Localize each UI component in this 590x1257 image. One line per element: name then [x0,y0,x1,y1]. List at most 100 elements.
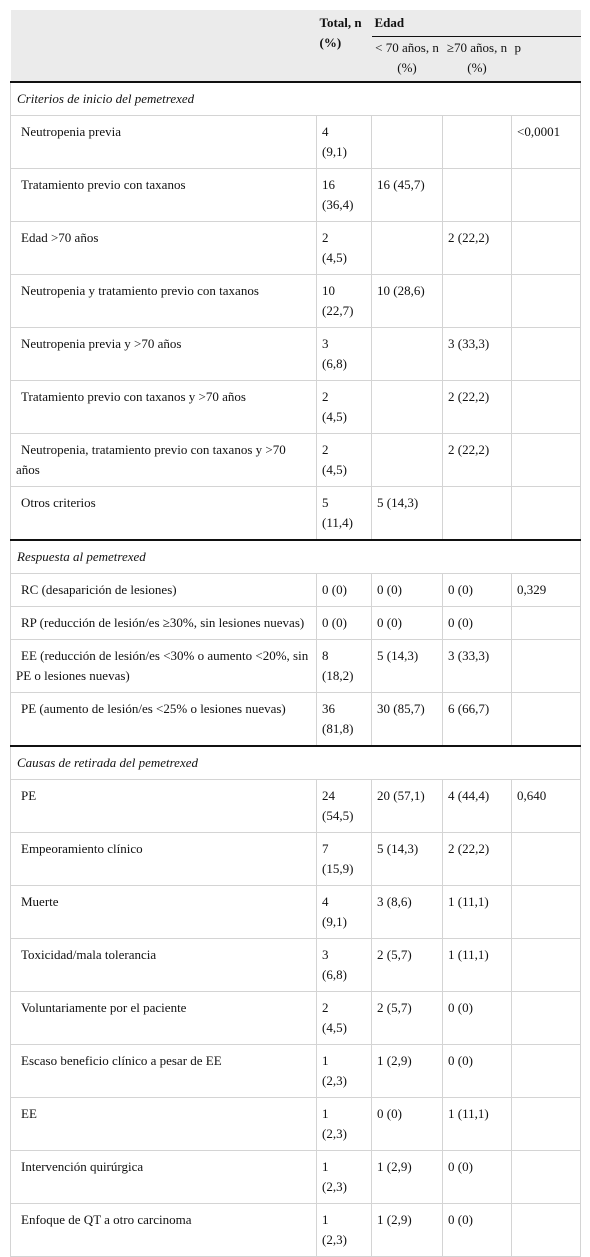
p-cell [510,885,582,939]
data-row: Tratamiento previo con taxanos 16 (36,4) 1… [10,168,582,222]
row-label: Tratamiento previo con taxanos y >70 año… [10,380,317,434]
total-cell: 2 (4,5) [316,221,372,275]
p-cell [510,1150,582,1204]
total-cell: 2 (4,5) [316,380,372,434]
data-row: Otros criterios 5 (11,4) 5 (14,3) [10,486,582,541]
total-cell: 1 (2,3) [316,1203,372,1257]
lt70-cell [371,327,443,381]
data-row: EE 1 (2,3) 0 (0) 1 (11,1) [10,1097,582,1151]
lt70-cell: 1 (2,9) [371,1203,443,1257]
row-label: Empeoramiento clínico [10,832,317,886]
total-cell: 8 (18,2) [316,639,372,693]
row-label: Neutropenia previa y >70 años [10,327,317,381]
row-label: PE (aumento de lesión/es <25% o lesiones… [10,692,317,747]
data-row: Neutropenia previa 4 (9,1) <0,0001 [10,115,582,169]
header-total: Total, n (%) [316,10,372,83]
data-row: Enfoque de QT a otro carcinoma 1 (2,3) 1 (… [10,1203,582,1257]
total-cell: 0 (0) [316,606,372,640]
row-label: Neutropenia, tratamiento previo con taxa… [10,433,317,487]
p-cell [510,991,582,1045]
ge70-cell: 2 (22,2) [442,380,512,434]
results-table: Total, n (%) Edad < 70 años, n (%) ≥70 a… [9,10,582,1257]
lt70-cell: 5 (14,3) [371,639,443,693]
lt70-cell [371,433,443,487]
ge70-cell: 2 (22,2) [442,433,512,487]
total-cell: 1 (2,3) [316,1044,372,1098]
header-row: < 70 años, n (%) ≥70 años, n (%) p [11,36,581,83]
data-row: Neutropenia previa y >70 años 3 (6,8) 3 (3… [10,327,582,381]
total-cell: 3 (6,8) [316,938,372,992]
p-cell [510,380,582,434]
p-cell [510,168,582,222]
ge70-cell: 3 (33,3) [442,639,512,693]
row-label: Neutropenia previa [10,115,317,169]
row-label: Edad >70 años [10,221,317,275]
table-body: Criterios de inicio del pemetrexed Neutro… [9,81,582,1257]
data-row: Voluntariamente por el paciente 2 (4,5) 2 … [10,991,582,1045]
lt70-cell: 1 (2,9) [371,1044,443,1098]
ge70-cell: 0 (0) [442,991,512,1045]
header-edad: Edad [371,10,581,37]
data-row: RC (desaparición de lesiones) 0 (0) 0 (0) 0… [10,573,582,607]
p-cell [510,1097,582,1151]
data-row: Intervención quirúrgica 1 (2,3) 1 (2,9) 0 (… [10,1150,582,1204]
lt70-cell: 30 (85,7) [371,692,443,747]
data-row: Neutropenia y tratamiento previo con tax… [10,274,582,328]
data-row: PE 24 (54,5) 20 (57,1) 4 (44,4) 0,640 [10,779,582,833]
total-cell: 4 (9,1) [316,885,372,939]
ge70-cell: 2 (22,2) [442,221,512,275]
row-label: Escaso beneficio clínico a pesar de EE [10,1044,317,1098]
total-cell: 1 (2,3) [316,1097,372,1151]
ge70-cell: 2 (22,2) [442,832,512,886]
total-cell: 3 (6,8) [316,327,372,381]
row-label: EE (reducción de lesión/es <30% o aument… [10,639,317,693]
row-label: Toxicidad/mala tolerancia [10,938,317,992]
ge70-cell [442,486,512,541]
p-cell [510,1203,582,1257]
ge70-cell: 4 (44,4) [442,779,512,833]
lt70-cell: 0 (0) [371,606,443,640]
p-cell [510,832,582,886]
header-lt70: < 70 años, n (%) [371,36,443,83]
lt70-cell: 2 (5,7) [371,991,443,1045]
header-empty [10,10,317,83]
row-label: Tratamiento previo con taxanos [10,168,317,222]
lt70-cell: 20 (57,1) [371,779,443,833]
lt70-cell: 0 (0) [371,573,443,607]
row-label: Intervención quirúrgica [10,1150,317,1204]
lt70-cell: 0 (0) [371,1097,443,1151]
lt70-cell: 3 (8,6) [371,885,443,939]
total-cell: 7 (15,9) [316,832,372,886]
lt70-cell: 5 (14,3) [371,486,443,541]
data-row: Escaso beneficio clínico a pesar de EE 1 … [10,1044,582,1098]
ge70-cell: 0 (0) [442,1203,512,1257]
ge70-cell: 0 (0) [442,1044,512,1098]
p-cell [510,327,582,381]
total-cell: 2 (4,5) [316,433,372,487]
lt70-cell: 2 (5,7) [371,938,443,992]
row-label: Voluntariamente por el paciente [10,991,317,1045]
ge70-cell: 1 (11,1) [442,938,512,992]
header-ge70: ≥70 años, n (%) [442,36,512,83]
total-cell: 24 (54,5) [316,779,372,833]
row-label: Muerte [10,885,317,939]
ge70-cell: 0 (0) [442,573,512,607]
total-cell: 5 (11,4) [316,486,372,541]
data-row: EE (reducción de lesión/es <30% o aument… [10,639,582,693]
lt70-cell: 1 (2,9) [371,1150,443,1204]
section-title: Causas de retirada del pemetrexed [9,745,582,780]
row-label: EE [10,1097,317,1151]
p-cell [510,433,582,487]
p-cell [510,606,582,640]
lt70-cell: 16 (45,7) [371,168,443,222]
header-p: p [511,36,581,83]
section-row: Respuesta al pemetrexed [9,539,582,574]
p-cell [510,221,582,275]
section-row: Causas de retirada del pemetrexed [9,745,582,780]
lt70-cell [371,115,443,169]
lt70-cell: 10 (28,6) [371,274,443,328]
p-cell [510,639,582,693]
ge70-cell: 1 (11,1) [442,1097,512,1151]
ge70-cell: 0 (0) [442,1150,512,1204]
ge70-cell: 0 (0) [442,606,512,640]
